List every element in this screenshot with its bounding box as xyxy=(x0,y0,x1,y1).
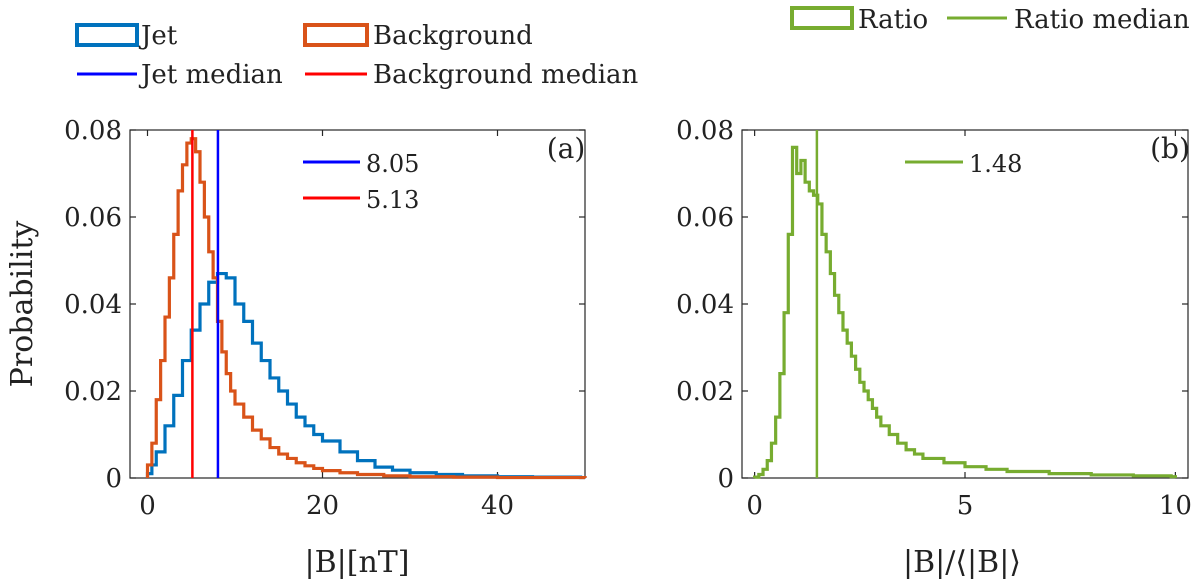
legend-ratio-label: Ratio xyxy=(858,5,928,35)
x-axis-label-b: |B|/⟨|B|⟩ xyxy=(903,545,1021,580)
y-tick-label-b: 0.06 xyxy=(676,203,734,233)
x-tick-label-b: 5 xyxy=(957,491,974,521)
median-value-label-a: 8.05 xyxy=(366,150,419,178)
y-tick-label-a: 0.04 xyxy=(64,290,122,320)
y-tick-label-a: 0.06 xyxy=(64,203,122,233)
x-tick-label-a: 40 xyxy=(481,491,514,521)
legend-background-label: Background xyxy=(373,21,533,51)
y-tick-label-b: 0 xyxy=(717,464,734,494)
panel-label-a: (a) xyxy=(547,132,586,165)
y-tick-label-a: 0 xyxy=(105,464,122,494)
histogram-background xyxy=(145,137,587,480)
legend-jet-median-label: Jet median xyxy=(138,60,283,90)
legend-ratio-median-label: Ratio median xyxy=(1014,5,1190,35)
histogram-ratio xyxy=(753,145,1177,479)
legend-background-median-label: Background median xyxy=(373,60,639,90)
median-value-label-b: 1.48 xyxy=(969,150,1022,178)
y-tick-label-b: 0.02 xyxy=(676,377,734,407)
legend-right: Ratio Ratio median xyxy=(790,5,1190,35)
panel-a: Probability |B|[nT] (a) 0 0.02 0.04 0.06 0.0… xyxy=(5,116,587,580)
y-tick-label-a: 0.02 xyxy=(64,377,122,407)
y-tick-label-a: 0.08 xyxy=(64,116,122,146)
legend-left: Jet Background Jet median Background med… xyxy=(75,21,639,90)
x-tick-label-b: 10 xyxy=(1159,491,1192,521)
legend-background-swatch xyxy=(303,23,369,47)
y-axis-label: Probability xyxy=(5,221,40,388)
histogram-jet xyxy=(145,271,587,480)
x-tick-label-b: 0 xyxy=(746,491,763,521)
y-tick-label-b: 0.04 xyxy=(676,290,734,320)
axes-box-a xyxy=(129,129,586,479)
panel-b: |B|/⟨|B|⟩ (b) 0 0.02 0.04 0.06 0.08 0 5 10 1.48 xyxy=(676,116,1192,580)
legend-jet-label: Jet xyxy=(138,21,178,51)
x-tick-label-a: 20 xyxy=(306,491,339,521)
x-tick-label-a: 0 xyxy=(139,491,156,521)
panel-label-b: (b) xyxy=(1150,132,1190,165)
y-tick-label-b: 0.08 xyxy=(676,116,734,146)
median-value-label-a: 5.13 xyxy=(366,186,419,214)
legend-ratio-swatch xyxy=(790,6,854,30)
legend-jet-swatch xyxy=(75,23,139,47)
x-axis-label-a: |B|[nT] xyxy=(305,545,410,580)
